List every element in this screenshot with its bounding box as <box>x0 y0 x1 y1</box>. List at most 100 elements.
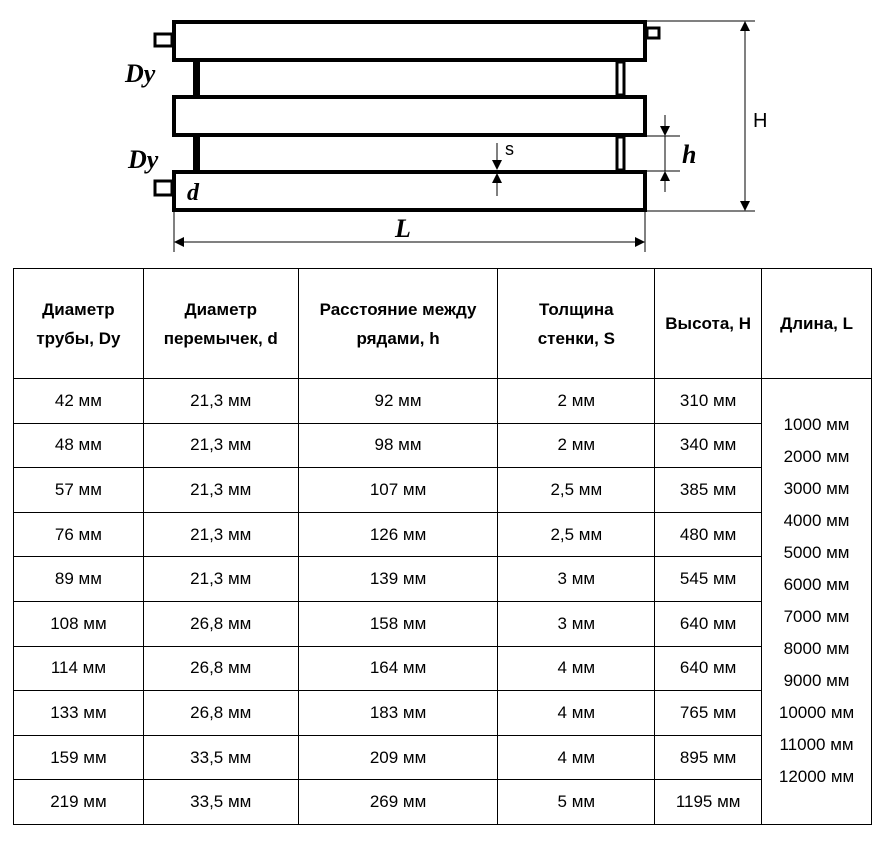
table-body: 42 мм 21,3 мм 92 мм 2 мм 310 мм 1000 мм 2000 м… <box>13 378 872 825</box>
length-option: 4000 мм <box>783 511 850 531</box>
cell-pipe-diameter: 219 мм <box>13 779 144 825</box>
header-text: Толщина <box>539 299 614 319</box>
bottom-tube <box>172 170 647 212</box>
header-text: Длина, L <box>780 314 853 333</box>
header-text: Диаметр <box>184 299 258 319</box>
cell-wall-thickness: 3 мм <box>497 556 656 602</box>
cell-height: 640 мм <box>654 600 763 647</box>
cell-row-distance: 107 мм <box>297 467 499 513</box>
cell-wall-thickness: 4 мм <box>497 690 656 736</box>
label-L: L <box>394 214 411 243</box>
label-h: h <box>682 140 696 169</box>
cell-wall-thickness: 5 мм <box>497 779 656 825</box>
header-text: рядами, h <box>356 328 440 348</box>
length-option: 9000 мм <box>783 671 850 691</box>
table-row: 76 мм 21,3 мм 126 мм 2,5 мм 480 мм <box>13 511 872 558</box>
cell-height: 310 мм <box>654 378 763 424</box>
cell-height: 480 мм <box>654 511 763 558</box>
length-option: 1000 мм <box>783 415 850 435</box>
stub-top-left <box>153 32 174 48</box>
jumper-left-top <box>193 60 200 97</box>
header-text: трубы, Dy <box>36 328 121 348</box>
label-d: d <box>187 180 200 206</box>
cell-height: 640 мм <box>654 645 763 692</box>
cell-height: 340 мм <box>654 422 763 469</box>
specs-table: Диаметр трубы, Dy Диаметр перемычек, d Расст… <box>13 268 872 825</box>
register-diagram: Dy Dy d s h H L <box>124 20 767 252</box>
stub-top-right <box>645 26 661 40</box>
jumper-right-top <box>615 60 626 97</box>
cell-height: 545 мм <box>654 556 763 602</box>
cell-jumper-diameter: 21,3 мм <box>142 556 299 602</box>
length-option: 8000 мм <box>783 639 850 659</box>
cell-pipe-diameter: 89 мм <box>13 556 144 602</box>
cell-wall-thickness: 4 мм <box>497 734 656 781</box>
header-row-distance: Расстояние между рядами, h <box>297 268 499 379</box>
cell-jumper-diameter: 26,8 мм <box>142 690 299 736</box>
stub-bottom-left <box>153 179 174 197</box>
cell-row-distance: 158 мм <box>297 600 499 647</box>
cell-height: 765 мм <box>654 690 763 736</box>
cell-pipe-diameter: 48 мм <box>13 422 144 469</box>
cell-wall-thickness: 4 мм <box>497 645 656 692</box>
length-option: 3000 мм <box>783 479 850 499</box>
length-option: 12000 мм <box>778 767 855 787</box>
cell-row-distance: 183 мм <box>297 690 499 736</box>
cell-height: 385 мм <box>654 467 763 513</box>
header-height: Высота, H <box>654 268 763 379</box>
length-option: 11000 мм <box>779 735 854 755</box>
cell-wall-thickness: 2 мм <box>497 422 656 469</box>
cell-pipe-diameter: 114 мм <box>13 645 144 692</box>
label-dy-bottom: Dy <box>127 145 159 174</box>
cell-jumper-diameter: 21,3 мм <box>142 378 299 424</box>
header-wall-thickness: Толщина стенки, S <box>497 268 656 379</box>
cell-row-distance: 92 мм <box>297 378 499 424</box>
dimension-lines <box>173 20 755 252</box>
cell-jumper-diameter: 26,8 мм <box>142 600 299 647</box>
header-text: перемычек, d <box>163 328 278 348</box>
cell-pipe-diameter: 42 мм <box>13 378 144 424</box>
length-option: 5000 мм <box>783 543 850 563</box>
cell-row-distance: 209 мм <box>297 734 499 781</box>
header-pipe-diameter: Диаметр трубы, Dy <box>13 268 144 379</box>
cell-wall-thickness: 2 мм <box>497 378 656 424</box>
cell-pipe-diameter: 133 мм <box>13 690 144 736</box>
header-row: Диаметр трубы, Dy Диаметр перемычек, d Расст… <box>13 268 872 379</box>
table-row: 89 мм 21,3 мм 139 мм 3 мм 545 мм <box>13 556 872 602</box>
cell-jumper-diameter: 21,3 мм <box>142 422 299 469</box>
cell-row-distance: 164 мм <box>297 645 499 692</box>
cell-jumper-diameter: 21,3 мм <box>142 467 299 513</box>
cell-row-distance: 269 мм <box>297 779 499 825</box>
cell-jumper-diameter: 26,8 мм <box>142 645 299 692</box>
table-row: 133 мм 26,8 мм 183 мм 4 мм 765 мм <box>13 690 872 736</box>
length-option: 7000 мм <box>783 607 850 627</box>
header-length: Длина, L <box>761 268 872 379</box>
middle-tube <box>172 95 647 137</box>
cell-row-distance: 139 мм <box>297 556 499 602</box>
jumper-left-bottom <box>193 135 200 172</box>
length-option: 10000 мм <box>778 703 855 723</box>
cell-jumper-diameter: 33,5 мм <box>142 734 299 781</box>
label-dy-top: Dy <box>124 59 156 88</box>
cell-pipe-diameter: 159 мм <box>13 734 144 781</box>
header-text: Расстояние между <box>319 299 477 319</box>
table-row: 42 мм 21,3 мм 92 мм 2 мм 310 мм 1000 мм 2000 м… <box>13 378 872 825</box>
label-s: s <box>505 139 514 159</box>
cell-lengths: 1000 мм 2000 мм 3000 мм 4000 мм 5000 мм 6000 … <box>761 378 872 825</box>
table-row: 114 мм 26,8 мм 164 мм 4 мм 640 мм <box>13 645 872 692</box>
top-tube <box>172 20 647 62</box>
table-row: 159 мм 33,5 мм 209 мм 4 мм 895 мм <box>13 734 872 781</box>
cell-wall-thickness: 3 мм <box>497 600 656 647</box>
table-row: 57 мм 21,3 мм 107 мм 2,5 мм 385 мм <box>13 467 872 513</box>
cell-row-distance: 126 мм <box>297 511 499 558</box>
cell-row-distance: 98 мм <box>297 422 499 469</box>
cell-jumper-diameter: 21,3 мм <box>142 511 299 558</box>
cell-height: 895 мм <box>654 734 763 781</box>
tubes <box>153 20 661 212</box>
table-row: 108 мм 26,8 мм 158 мм 3 мм 640 мм <box>13 600 872 647</box>
cell-wall-thickness: 2,5 мм <box>497 511 656 558</box>
cell-pipe-diameter: 57 мм <box>13 467 144 513</box>
cell-pipe-diameter: 76 мм <box>13 511 144 558</box>
cell-pipe-diameter: 108 мм <box>13 600 144 647</box>
header-text: стенки, S <box>537 328 615 348</box>
